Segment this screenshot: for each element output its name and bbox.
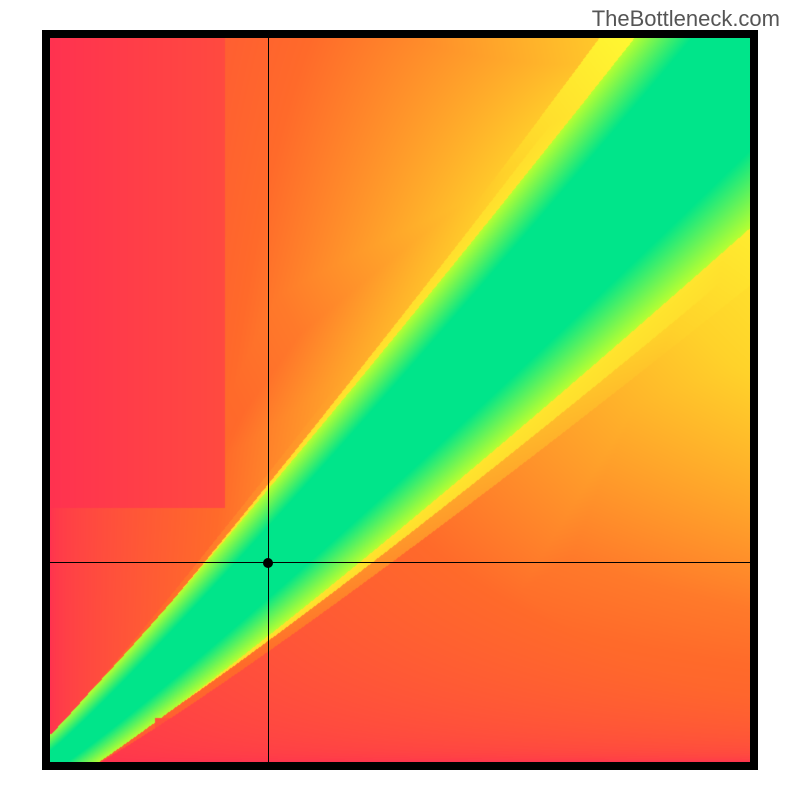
watermark-text: TheBottleneck.com xyxy=(592,6,780,32)
crosshair-horizontal xyxy=(50,562,750,563)
crosshair-vertical xyxy=(268,38,269,762)
heatmap-plot xyxy=(50,38,750,762)
root-container: TheBottleneck.com xyxy=(0,0,800,800)
crosshair-marker-dot xyxy=(263,558,273,568)
heatmap-canvas xyxy=(50,38,750,762)
